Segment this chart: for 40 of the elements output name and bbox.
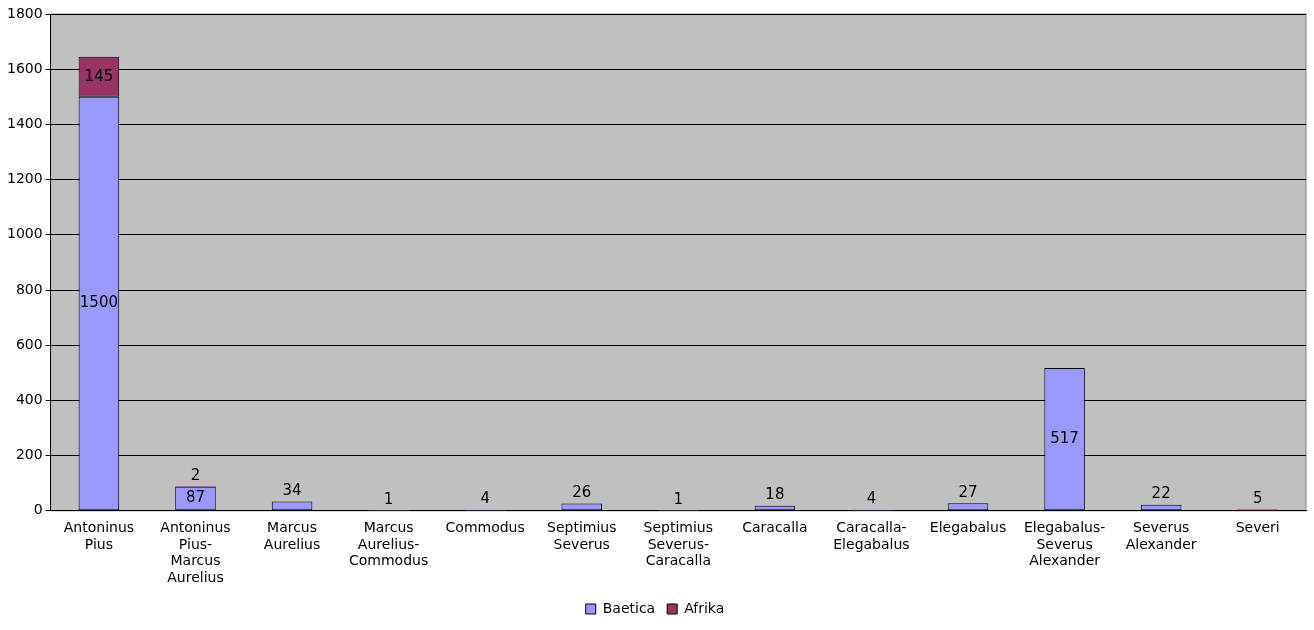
data-label: 27 [958, 482, 978, 501]
y-tick-label: 1800 [6, 4, 43, 21]
legend-label: Afrika [684, 599, 725, 616]
data-label: 145 [84, 66, 114, 85]
data-label: 22 [1151, 484, 1171, 503]
y-tick-label: 1400 [6, 115, 43, 132]
x-tick-label: Commodus [445, 518, 525, 535]
x-tick-label: Marcus Aurelius [263, 518, 321, 552]
y-tick-label: 600 [15, 335, 43, 352]
y-tick-label: 400 [15, 391, 43, 408]
x-tick-label: Marcus Aurelius-Commodus [348, 518, 429, 569]
x-tick-label: Elegabalus [929, 518, 1007, 535]
x-tick-label: Caracalla-Elegabalus [833, 518, 910, 552]
y-tick-label: 1200 [6, 170, 43, 187]
y-tick-label: 800 [15, 280, 43, 297]
y-tick-label: 0 [33, 501, 43, 518]
x-tick-label: Caracalla [742, 518, 808, 535]
data-label: 1500 [79, 293, 119, 312]
data-label: 18 [765, 485, 785, 504]
y-tick-label: 200 [15, 446, 43, 463]
data-label: 2 [190, 465, 201, 484]
x-tick-label: Severi [1235, 518, 1280, 535]
data-label: 87 [185, 488, 206, 507]
data-label: 34 [282, 480, 302, 499]
y-tick-label: 1000 [6, 225, 43, 242]
x-tick-label: Antoninus Pius [63, 518, 135, 552]
x-tick-label: Septimius Severus-Caracalla [643, 518, 714, 569]
y-tick-label: 1600 [6, 59, 43, 76]
data-label: 26 [572, 483, 592, 502]
x-tick-label: Septimius Severus [547, 518, 617, 552]
x-tick-label: Severus Alexander [1125, 518, 1197, 552]
x-tick-label: Antoninus Pius-Marcus Aurelius [160, 518, 231, 586]
legend-label: Baetica [602, 599, 656, 616]
data-label: 5 [1252, 488, 1263, 507]
data-label: 517 [1050, 429, 1079, 448]
data-label: 4 [866, 489, 877, 508]
data-label: 4 [480, 489, 490, 508]
x-tick-label: Elegabalus-Severus Alexander [1023, 518, 1106, 569]
data-label: 1 [383, 489, 394, 508]
data-label: 1 [673, 489, 684, 508]
